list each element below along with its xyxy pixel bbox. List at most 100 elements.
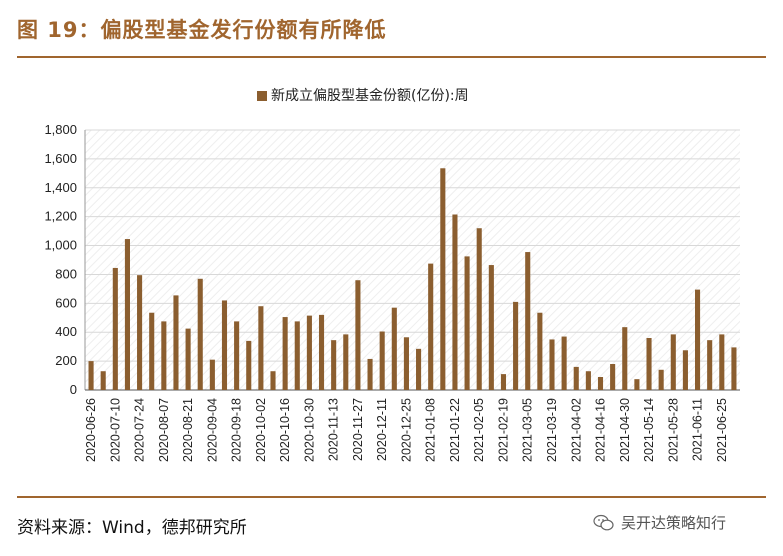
x-tick-label: 2020-07-24	[133, 398, 147, 462]
bar	[731, 347, 737, 390]
bar	[585, 371, 591, 390]
bar	[318, 314, 325, 390]
x-tick-label: 2020-08-07	[157, 398, 171, 462]
bar	[525, 252, 531, 390]
x-tick-label: 2020-10-02	[254, 398, 268, 462]
x-tick-label: 2020-10-16	[278, 398, 292, 462]
x-tick-label: 2021-05-14	[642, 398, 656, 462]
bar	[610, 364, 616, 390]
bar	[719, 334, 725, 390]
legend-label: 新成立偏股型基金份额(亿份):周	[271, 88, 469, 104]
bar	[694, 289, 701, 390]
bar	[161, 321, 167, 390]
bar	[185, 328, 191, 390]
bar	[646, 338, 652, 390]
bar	[234, 321, 240, 390]
bar-chart: 0 200 400 600 800 1,000 1,200 1,400 1,600 1,800 2…	[44, 122, 740, 462]
x-tick-label: 2020-08-21	[181, 398, 195, 462]
bar	[707, 340, 713, 390]
bar	[549, 339, 555, 390]
bar	[464, 256, 470, 390]
x-tick-label: 2020-10-30	[302, 398, 316, 462]
y-tick-label: 600	[55, 295, 77, 310]
x-tick-label: 2020-07-10	[108, 398, 122, 462]
y-tick-label: 800	[55, 266, 77, 281]
bar	[124, 239, 131, 390]
bar	[622, 327, 628, 390]
bar	[149, 312, 155, 390]
bar	[137, 275, 143, 390]
bar	[367, 358, 373, 390]
bar	[258, 306, 264, 390]
x-tick-label: 2021-01-08	[424, 398, 438, 462]
bar	[112, 267, 118, 390]
bar	[88, 361, 94, 390]
bar	[294, 321, 300, 390]
bar	[173, 295, 179, 390]
bar	[270, 371, 276, 390]
x-tick-label: 2020-11-13	[327, 398, 341, 461]
y-tick-label: 1,000	[44, 238, 77, 253]
x-tick-label: 2020-12-11	[375, 398, 389, 461]
source-note: 资料来源：Wind，德邦研究所	[17, 518, 247, 538]
bar	[343, 334, 349, 390]
watermark: 吴开达策略知行	[593, 512, 726, 533]
watermark-text: 吴开达策略知行	[621, 514, 727, 532]
x-tick-label: 2020-11-27	[351, 398, 365, 461]
x-tick-label: 2021-03-05	[521, 398, 535, 462]
bar	[355, 280, 361, 390]
title-divider	[17, 56, 766, 58]
y-tick-label: 1,600	[44, 151, 77, 166]
y-tick-label: 0	[70, 382, 77, 397]
legend-swatch	[257, 91, 267, 101]
bar	[246, 340, 252, 390]
bar	[282, 317, 288, 390]
bar	[476, 228, 482, 390]
y-tick-label: 1,800	[44, 122, 77, 137]
bar	[682, 350, 688, 390]
bar	[379, 331, 385, 390]
bar	[537, 312, 543, 390]
bar	[306, 315, 312, 390]
x-tick-label: 2020-09-04	[205, 398, 219, 462]
chart-legend: 新成立偏股型基金份额(亿份):周	[257, 85, 469, 105]
bar	[597, 377, 604, 390]
x-tick-label: 2021-02-05	[472, 398, 486, 462]
bar	[634, 379, 640, 390]
x-tick-label: 2021-03-19	[545, 398, 559, 462]
bar	[500, 374, 507, 390]
x-tick-label: 2021-04-16	[594, 398, 608, 462]
bar	[403, 337, 409, 390]
x-tick-label: 2021-04-30	[618, 398, 632, 462]
bar	[416, 348, 422, 390]
x-tick-label: 2021-02-19	[496, 398, 510, 462]
wechat-icon	[593, 514, 614, 530]
y-tick-label: 1,200	[44, 209, 77, 224]
x-tick-label: 2021-06-11	[691, 398, 705, 461]
bar	[209, 359, 215, 390]
bar	[658, 369, 664, 390]
bar	[670, 334, 676, 390]
y-tick-label: 400	[55, 324, 77, 339]
bar	[513, 301, 519, 390]
bar	[573, 366, 579, 390]
bar	[561, 336, 567, 390]
x-tick-label: 2020-12-25	[399, 398, 413, 462]
x-tick-label: 2021-06-25	[715, 398, 729, 462]
bar	[391, 307, 397, 390]
x-tick-label: 2020-09-18	[230, 398, 244, 462]
figure-title: 图 19：偏股型基金发行份额有所降低	[17, 18, 387, 42]
y-tick-label: 200	[55, 353, 77, 368]
bar	[440, 168, 446, 390]
x-tick-label: 2021-04-02	[569, 398, 583, 462]
plot-area	[85, 130, 740, 390]
bar	[428, 263, 434, 390]
bar	[488, 265, 494, 390]
x-tick-label: 2021-05-28	[666, 398, 680, 462]
bar	[221, 300, 228, 390]
bar	[197, 278, 203, 390]
footer-divider	[17, 496, 766, 498]
x-tick-label: 2020-06-26	[84, 398, 98, 462]
x-tick-label: 2021-01-22	[448, 398, 462, 462]
bar	[452, 214, 458, 390]
